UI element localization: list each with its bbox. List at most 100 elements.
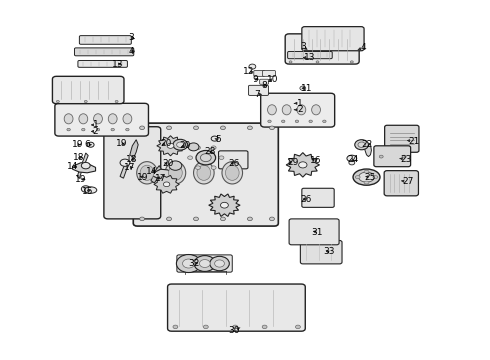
Ellipse shape bbox=[219, 156, 224, 159]
Text: 22: 22 bbox=[361, 140, 372, 149]
FancyBboxPatch shape bbox=[254, 71, 265, 76]
Ellipse shape bbox=[220, 217, 225, 221]
Text: 5: 5 bbox=[215, 135, 221, 144]
Ellipse shape bbox=[94, 114, 102, 124]
Ellipse shape bbox=[115, 100, 118, 103]
Text: 33: 33 bbox=[323, 248, 335, 256]
Ellipse shape bbox=[123, 114, 132, 124]
Ellipse shape bbox=[140, 217, 145, 221]
FancyBboxPatch shape bbox=[168, 284, 305, 331]
Ellipse shape bbox=[81, 129, 85, 131]
Polygon shape bbox=[73, 163, 96, 173]
Ellipse shape bbox=[220, 202, 228, 208]
FancyBboxPatch shape bbox=[79, 36, 131, 44]
Ellipse shape bbox=[211, 166, 216, 170]
Ellipse shape bbox=[197, 165, 211, 180]
Text: 3: 3 bbox=[300, 42, 307, 51]
Ellipse shape bbox=[137, 162, 157, 184]
Text: 18: 18 bbox=[125, 154, 137, 163]
FancyBboxPatch shape bbox=[177, 255, 232, 272]
FancyBboxPatch shape bbox=[78, 60, 127, 67]
Ellipse shape bbox=[120, 159, 130, 166]
Ellipse shape bbox=[262, 325, 267, 329]
Ellipse shape bbox=[210, 256, 229, 271]
Text: 27: 27 bbox=[401, 177, 414, 186]
Text: 13: 13 bbox=[303, 53, 316, 62]
Polygon shape bbox=[77, 153, 88, 179]
Ellipse shape bbox=[270, 126, 274, 130]
Ellipse shape bbox=[211, 146, 216, 149]
Text: 1: 1 bbox=[294, 99, 303, 108]
Ellipse shape bbox=[200, 154, 211, 162]
Ellipse shape bbox=[233, 325, 238, 329]
Ellipse shape bbox=[300, 86, 306, 90]
Ellipse shape bbox=[64, 114, 73, 124]
Text: 14: 14 bbox=[67, 162, 78, 171]
Ellipse shape bbox=[268, 120, 271, 122]
Ellipse shape bbox=[323, 120, 326, 122]
Ellipse shape bbox=[402, 155, 406, 158]
Text: 4: 4 bbox=[128, 46, 134, 55]
Ellipse shape bbox=[173, 325, 178, 329]
FancyBboxPatch shape bbox=[263, 71, 275, 76]
FancyBboxPatch shape bbox=[52, 76, 124, 104]
Text: 20: 20 bbox=[162, 159, 173, 168]
Text: 26: 26 bbox=[228, 159, 240, 168]
Text: 10: 10 bbox=[267, 76, 278, 85]
Ellipse shape bbox=[268, 105, 276, 115]
Ellipse shape bbox=[289, 61, 292, 63]
Ellipse shape bbox=[355, 176, 360, 179]
Ellipse shape bbox=[247, 217, 252, 221]
Text: 19: 19 bbox=[75, 175, 87, 184]
FancyBboxPatch shape bbox=[385, 125, 419, 152]
Polygon shape bbox=[286, 153, 319, 177]
Text: 32: 32 bbox=[188, 259, 199, 268]
FancyBboxPatch shape bbox=[260, 79, 269, 84]
Ellipse shape bbox=[282, 105, 291, 115]
Ellipse shape bbox=[298, 162, 307, 168]
FancyBboxPatch shape bbox=[288, 51, 332, 59]
Ellipse shape bbox=[194, 162, 214, 184]
FancyBboxPatch shape bbox=[384, 171, 418, 196]
Polygon shape bbox=[209, 194, 240, 216]
Text: 20: 20 bbox=[179, 141, 191, 150]
FancyBboxPatch shape bbox=[374, 146, 411, 167]
Ellipse shape bbox=[297, 105, 306, 115]
Ellipse shape bbox=[176, 142, 184, 148]
Polygon shape bbox=[151, 166, 162, 183]
Text: 19: 19 bbox=[137, 173, 149, 181]
Text: 9: 9 bbox=[252, 75, 258, 84]
Text: 18: 18 bbox=[73, 153, 84, 162]
FancyBboxPatch shape bbox=[302, 188, 334, 207]
Ellipse shape bbox=[167, 126, 172, 130]
Text: 31: 31 bbox=[312, 228, 323, 237]
FancyBboxPatch shape bbox=[133, 123, 278, 226]
Text: 23: 23 bbox=[400, 154, 412, 163]
FancyBboxPatch shape bbox=[261, 93, 335, 127]
Text: 16: 16 bbox=[310, 156, 322, 165]
Ellipse shape bbox=[211, 136, 218, 141]
Ellipse shape bbox=[203, 325, 208, 329]
FancyBboxPatch shape bbox=[300, 240, 342, 264]
Ellipse shape bbox=[350, 61, 353, 63]
FancyBboxPatch shape bbox=[285, 34, 359, 64]
Ellipse shape bbox=[364, 181, 369, 184]
Text: 2: 2 bbox=[294, 105, 303, 114]
Text: 4: 4 bbox=[358, 43, 367, 52]
Ellipse shape bbox=[81, 162, 90, 169]
FancyBboxPatch shape bbox=[219, 151, 248, 169]
Text: 21: 21 bbox=[408, 136, 420, 145]
Text: 28: 28 bbox=[204, 148, 216, 156]
Ellipse shape bbox=[167, 143, 174, 148]
Ellipse shape bbox=[56, 100, 59, 103]
Ellipse shape bbox=[108, 114, 117, 124]
Ellipse shape bbox=[249, 64, 256, 69]
Text: 7: 7 bbox=[254, 90, 261, 99]
Ellipse shape bbox=[373, 176, 378, 179]
Text: 19: 19 bbox=[116, 139, 127, 148]
Ellipse shape bbox=[165, 162, 186, 184]
Ellipse shape bbox=[359, 172, 374, 182]
Ellipse shape bbox=[81, 186, 90, 192]
Text: 15: 15 bbox=[81, 187, 93, 196]
Ellipse shape bbox=[182, 259, 195, 268]
